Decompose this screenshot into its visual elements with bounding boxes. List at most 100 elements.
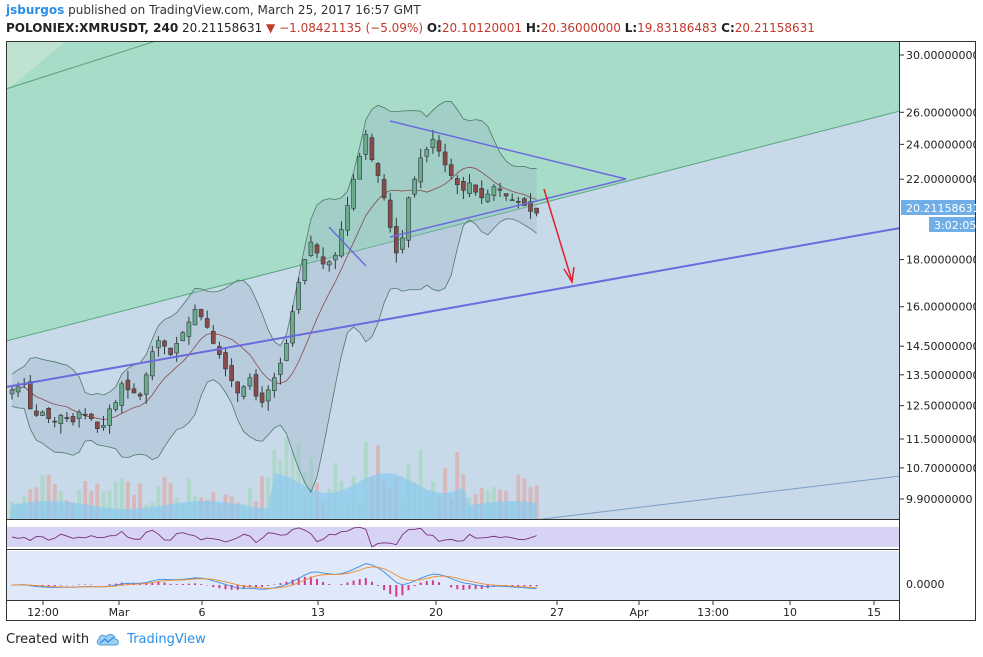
time-tick-label: 13 <box>311 606 325 619</box>
projection-arrowhead <box>563 266 575 285</box>
macd-histogram-bar <box>279 583 282 585</box>
tradingview-cloud-icon[interactable] <box>95 631 121 647</box>
candle-body <box>198 309 204 318</box>
candle-body <box>265 389 271 402</box>
candle-body <box>150 351 155 377</box>
candle-body <box>204 318 210 328</box>
price-tick-label: 14.50000000 <box>906 340 976 353</box>
macd-histogram-bar <box>303 576 306 585</box>
macd-histogram-bar <box>242 585 245 589</box>
candle-body <box>412 178 417 195</box>
open-label: O: <box>426 21 442 35</box>
candle-body <box>290 311 295 344</box>
bb-upper <box>11 101 537 396</box>
triangle-upper-line[interactable] <box>389 120 627 180</box>
macd-histogram-bar <box>114 583 117 585</box>
bb-fill <box>12 101 537 493</box>
macd-histogram-bar <box>11 585 13 586</box>
price-axis[interactable]: 30.00000000 26.00000000 24.00000000 22.0000… <box>899 49 976 506</box>
candle-body <box>284 343 289 361</box>
candle-body <box>259 392 265 403</box>
candle-body <box>27 381 33 410</box>
fan-line-lower[interactable] <box>526 475 900 521</box>
macd-pane-bg <box>7 551 899 600</box>
volume-bar <box>308 457 313 519</box>
macd-histogram-bar <box>291 579 294 585</box>
macd-histogram-bar <box>523 585 526 587</box>
time-tick-label: 6 <box>199 606 206 619</box>
volume-bar <box>156 486 161 519</box>
macd-histogram-bar <box>425 581 428 585</box>
candle-body <box>192 308 198 326</box>
price-chart[interactable]: 30.00000000 26.00000000 24.00000000 22.0000… <box>6 41 976 621</box>
candle-body <box>229 365 234 382</box>
candle-body <box>278 362 283 375</box>
author-link[interactable]: jsburgos <box>6 3 65 17</box>
candle-body <box>357 155 363 180</box>
candle-body <box>113 402 118 410</box>
volume-bar <box>266 477 271 519</box>
price-tick-label: 24.00000000 <box>906 138 976 151</box>
candle-body <box>387 199 393 228</box>
flag-line[interactable] <box>328 226 367 267</box>
tradingview-link[interactable]: TradingView <box>127 631 206 647</box>
triangle-lower-line[interactable] <box>389 178 627 238</box>
time-tick-label: 20 <box>429 606 443 619</box>
macd-histogram-bar <box>261 585 264 587</box>
volume-bar <box>95 483 100 519</box>
candle-body <box>101 425 106 428</box>
fib-fan-zones <box>6 41 900 521</box>
candle-body <box>436 140 442 152</box>
candle-body <box>461 181 466 191</box>
macd-histogram-bar <box>126 582 129 585</box>
symbol-label[interactable]: POLONIEX:XMRUSDT, 240 <box>6 21 179 35</box>
price-tick-label: 18.00000000 <box>906 254 976 267</box>
candle-body <box>515 201 521 203</box>
low-label: L: <box>624 21 638 35</box>
candle-body <box>351 178 356 209</box>
macd-histogram-bar <box>194 583 196 585</box>
long-support-line[interactable] <box>6 227 900 388</box>
fan-line-upper[interactable] <box>6 110 900 342</box>
candle-body <box>296 282 302 310</box>
macd-histogram-bar <box>151 582 154 585</box>
candle-body <box>119 383 125 406</box>
volume-bar <box>516 474 521 519</box>
time-tick-label: 27 <box>550 606 564 619</box>
volume-bar <box>333 463 338 519</box>
volume-bar <box>168 482 173 519</box>
macd-indicator <box>11 563 538 597</box>
open-value: 20.10120001 <box>441 21 523 35</box>
candle-body <box>528 201 533 212</box>
volume-bar <box>296 443 301 519</box>
rsi-line <box>11 526 537 548</box>
macd-histogram-bar <box>383 585 386 591</box>
macd-histogram-bar <box>352 580 355 585</box>
macd-histogram-bar <box>212 585 215 588</box>
candle-body <box>125 379 131 391</box>
macd-histogram-bar <box>407 585 410 591</box>
macd-histogram-bar <box>53 585 56 587</box>
candle-body <box>314 244 320 254</box>
candle-body <box>479 188 485 199</box>
rsi-path <box>11 526 537 548</box>
bb-lower <box>11 218 537 493</box>
candle-body <box>156 340 161 349</box>
macd-histogram-bar <box>431 580 434 585</box>
volume-bar <box>455 452 460 519</box>
macd-histogram-bar <box>84 584 87 585</box>
candle-body <box>76 411 82 419</box>
time-axis[interactable]: 12:00 Mar 6 13 20 27 Apr 13:00 10 15 <box>27 601 881 619</box>
price-tick-label: 13.50000000 <box>906 369 976 382</box>
macd-histogram-bar <box>480 585 483 589</box>
projection-arrow[interactable] <box>543 188 573 282</box>
macd-zero-label: 0.0000 <box>906 578 945 591</box>
candle-body <box>186 321 192 337</box>
ticker-info: POLONIEX:XMRUSDT, 240 20.21158631 ▼ −1.0… <box>6 21 815 35</box>
fan-line-top[interactable] <box>6 41 156 90</box>
close-value: 20.21158631 <box>734 21 815 35</box>
candle-body <box>375 163 381 176</box>
candle-body <box>15 386 21 393</box>
macd-histogram-bar <box>187 583 190 585</box>
candle-body <box>308 241 314 256</box>
